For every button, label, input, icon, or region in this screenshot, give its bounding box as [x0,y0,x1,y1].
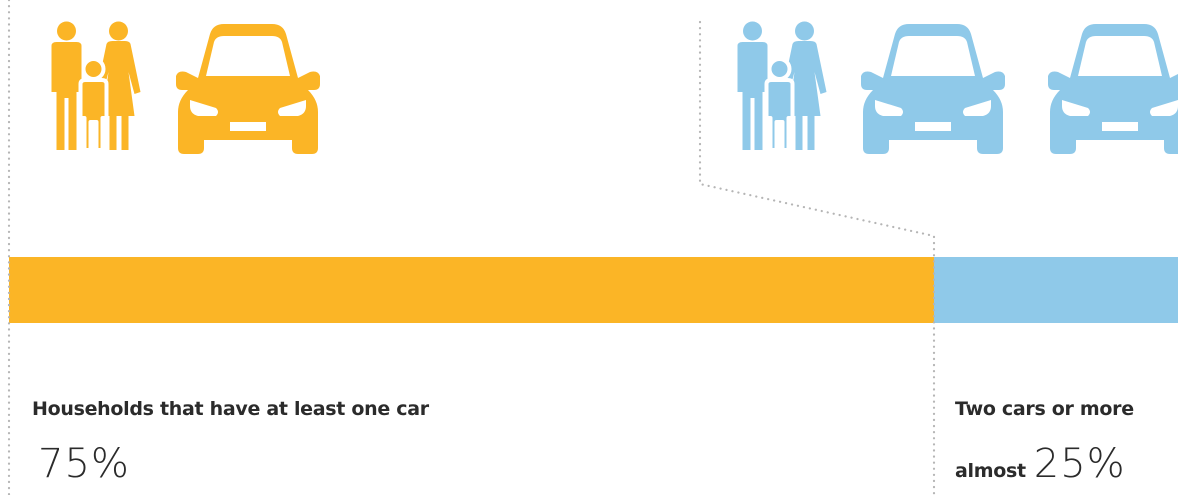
value-label-two-cars: almost 25% [955,441,1126,487]
value-label-one-car: 75% [30,441,130,487]
value-prefix: almost [955,460,1026,482]
category-label-two-cars: Two cars or more [955,398,1134,420]
value-number: 75% [38,441,130,487]
value-number: 25% [1034,441,1126,487]
category-label-one-car: Households that have at least one car [32,398,429,420]
